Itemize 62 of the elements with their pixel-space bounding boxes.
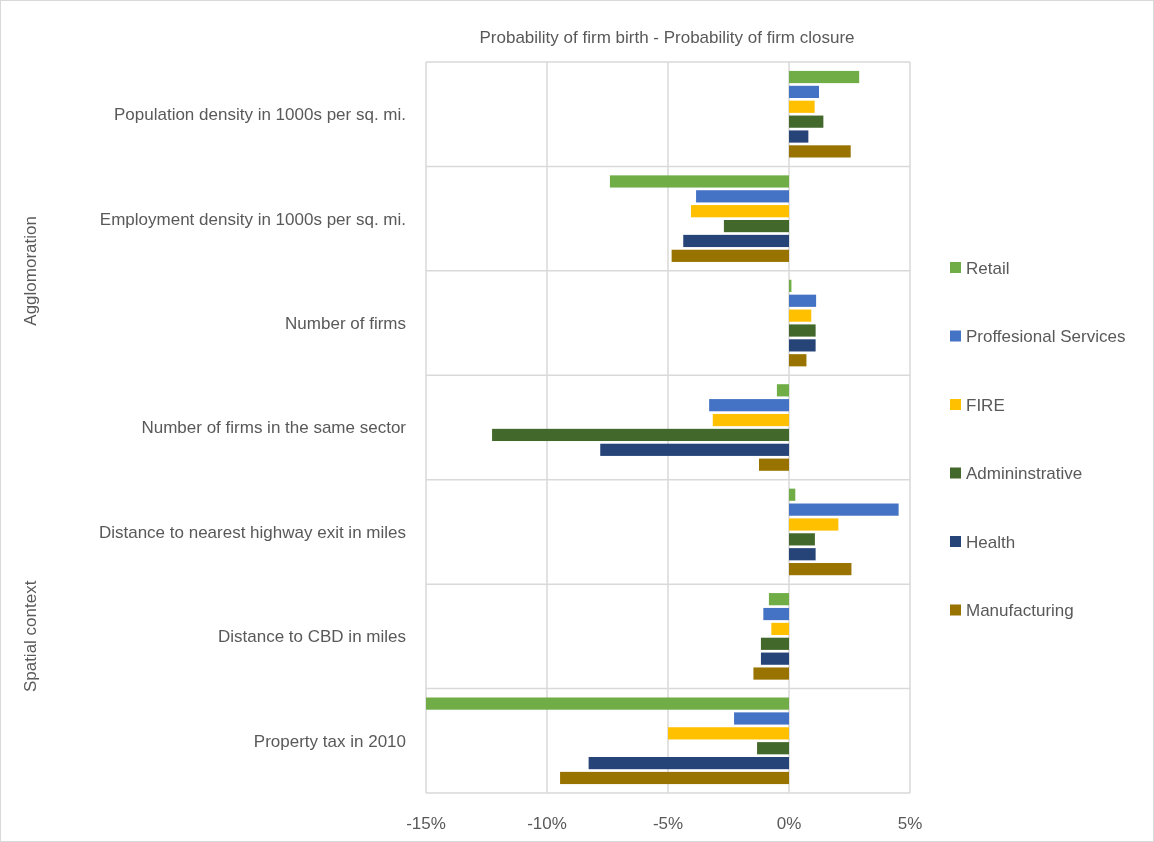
text: Spatial context [21, 580, 40, 693]
bar [492, 428, 789, 442]
bar [560, 771, 789, 785]
bar [789, 339, 816, 352]
x-tick-label: 5% [897, 814, 923, 833]
legend-label: FIRE [966, 395, 1005, 415]
y-tick-label: Population density in 1000s per sq. mi. [113, 105, 406, 125]
bar [776, 384, 789, 397]
y-tick-label: Employment density in 1000s per sq. mi. [99, 209, 406, 229]
bar [789, 548, 816, 561]
bar [789, 518, 839, 531]
bar [789, 85, 820, 98]
bar [734, 712, 789, 725]
bar [768, 593, 789, 606]
x-tick-label: -5% [652, 814, 684, 833]
y-tick-label: Distance to nearest highway exit in miles [98, 522, 406, 542]
x-tick-label: 0% [776, 814, 802, 833]
legend-label: Proffesional Services [966, 327, 1126, 347]
bar [789, 324, 816, 337]
legend-label: Manufacturing [966, 601, 1074, 621]
x-tick-label: -15% [406, 814, 446, 833]
bar [683, 234, 789, 248]
legend-label: Health [966, 532, 1016, 552]
bar [600, 443, 789, 456]
bar [771, 622, 789, 636]
bar [789, 130, 809, 143]
bar [789, 70, 860, 84]
bar [763, 607, 789, 621]
chart-title: Probability of firm birth - Probability of firm closure [479, 28, 855, 47]
bar [696, 190, 789, 203]
legend-label: Admininstrative [966, 464, 1083, 484]
bar [757, 742, 789, 755]
bar [789, 309, 812, 322]
bar [789, 503, 899, 516]
bar [758, 458, 789, 471]
text: Agglomoration [21, 216, 40, 326]
bar [789, 115, 824, 128]
bar [760, 637, 789, 650]
y-tick-label: Number of firms [285, 314, 406, 334]
bar [789, 488, 796, 501]
bar [789, 145, 851, 158]
y-tick-label: Distance to CBD in miles [217, 627, 406, 647]
bar [671, 249, 789, 262]
bar [668, 727, 789, 740]
bar [789, 563, 852, 576]
y-tick-label: Number of firms in the same sector [141, 418, 407, 438]
y-tick-label: Property tax in 2010 [253, 731, 406, 751]
bar [789, 354, 807, 367]
x-tick-label: -10% [527, 814, 567, 833]
bar [789, 100, 815, 113]
bar [690, 205, 789, 218]
bar [753, 667, 789, 680]
legend-label: Retail [966, 258, 1010, 278]
bar [712, 413, 789, 427]
bar [789, 533, 815, 546]
bar [426, 697, 789, 710]
bar [760, 652, 789, 665]
bar [789, 294, 817, 307]
bar [723, 219, 789, 233]
bar [588, 757, 789, 770]
bar [709, 399, 789, 412]
bar [609, 175, 789, 188]
